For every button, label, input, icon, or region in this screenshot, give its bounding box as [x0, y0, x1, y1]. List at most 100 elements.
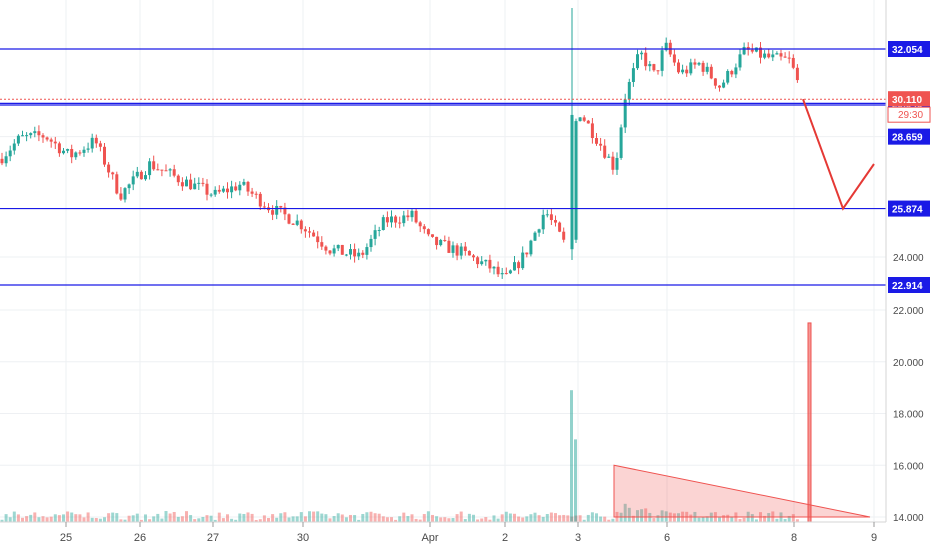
candle-body: [636, 54, 639, 69]
candle-body: [467, 250, 471, 256]
volume-bar: [82, 517, 86, 522]
candle-body: [730, 71, 734, 75]
volume-bar: [320, 513, 324, 522]
x-tick-label: 26: [134, 532, 146, 544]
volume-bar: [340, 514, 344, 522]
volume-triangle: [613, 464, 871, 518]
x-tick-label: 3: [575, 532, 581, 544]
candle-body: [53, 141, 57, 144]
candle-body: [103, 146, 106, 165]
candle-body: [197, 182, 201, 184]
volume-bar: [258, 519, 262, 522]
candle-body: [435, 236, 439, 246]
volume-bar: [172, 511, 176, 522]
volume-bar: [4, 514, 8, 522]
candle-body: [320, 242, 324, 247]
volume-bar: [164, 511, 168, 522]
candle-body: [119, 193, 123, 200]
volume-bar: [492, 515, 496, 522]
volume-bar: [176, 516, 180, 522]
level-price-tag: [888, 128, 930, 145]
volume-bar: [431, 514, 434, 522]
candle-body: [201, 182, 205, 184]
y-axis[interactable]: 24.000 22.000 20.000 18.000 16.000 14.000 32.0…: [885, 0, 931, 524]
volume-bar: [107, 513, 111, 522]
candle-body: [41, 135, 45, 138]
candle-body: [631, 68, 635, 82]
candle-body: [484, 259, 488, 262]
volume-bar: [447, 518, 451, 522]
volume-bar: [66, 511, 70, 522]
volume-bar: [537, 515, 541, 522]
volume-bar: [152, 516, 156, 522]
volume-bar: [795, 519, 799, 522]
candle-body: [787, 57, 791, 59]
candle-body: [324, 246, 328, 251]
candle-body: [488, 259, 492, 269]
candle-body: [176, 175, 180, 183]
candle-body: [644, 52, 648, 67]
candle-body: [25, 135, 29, 137]
candle-body: [562, 231, 566, 240]
volume-spike: [807, 322, 812, 523]
volume-bar: [37, 517, 41, 522]
candle-body: [685, 69, 689, 74]
volume-bar: [324, 514, 328, 522]
volume-bar: [595, 513, 598, 522]
candle-body: [279, 205, 283, 208]
x-axis[interactable]: 25 26 27 30 Apr 2 3 6 8 9: [0, 521, 886, 544]
candle-body: [463, 246, 467, 251]
candle-body: [29, 133, 33, 136]
candle-body: [541, 214, 545, 230]
candle-body: [209, 194, 213, 196]
candle-body: [767, 53, 771, 58]
candle-body: [763, 53, 767, 58]
candle-body: [37, 131, 41, 136]
volume-bar: [250, 513, 254, 522]
volume-bar: [480, 518, 484, 522]
candle-body: [340, 244, 344, 255]
candle-body: [410, 210, 414, 218]
volume-bar: [0, 519, 4, 522]
volume-bar: [8, 517, 12, 522]
candle-body: [517, 262, 521, 269]
volume-bar: [78, 514, 82, 522]
candle-body: [783, 56, 787, 58]
volume-bar: [308, 511, 311, 522]
candle-body: [513, 262, 516, 271]
candle-body: [537, 229, 541, 233]
volume-bar: [90, 517, 94, 522]
projection-layer: [802, 98, 875, 211]
candle-body: [447, 240, 451, 253]
volume-bar: [328, 518, 332, 522]
volume-bar: [353, 515, 357, 522]
candle-body: [70, 148, 74, 158]
candle-body: [693, 62, 697, 65]
candle-body: [689, 62, 693, 74]
x-tick-label: Apr: [421, 532, 438, 544]
volume-bar: [541, 516, 545, 522]
candle-body: [431, 234, 434, 237]
volume-bar: [418, 519, 422, 522]
volume-bar: [226, 514, 229, 522]
candle-body: [238, 184, 242, 191]
candle-body: [791, 57, 795, 68]
volume-bar: [586, 514, 590, 522]
candle-body: [521, 252, 525, 269]
candle-body: [12, 143, 16, 151]
candle-body: [398, 222, 402, 224]
volume-bar: [234, 519, 238, 522]
candle-body: [283, 207, 287, 215]
volume-bar: [139, 519, 143, 522]
volume-bar: [525, 516, 529, 522]
volume-bar: [644, 508, 648, 522]
candle-body: [627, 81, 631, 100]
volume-bar: [53, 514, 57, 522]
current-price-tag: [888, 91, 930, 107]
candle-body: [533, 232, 537, 241]
level-price-label: 25.874: [892, 205, 923, 216]
candle-body: [402, 215, 406, 224]
volume-bar: [484, 517, 488, 522]
